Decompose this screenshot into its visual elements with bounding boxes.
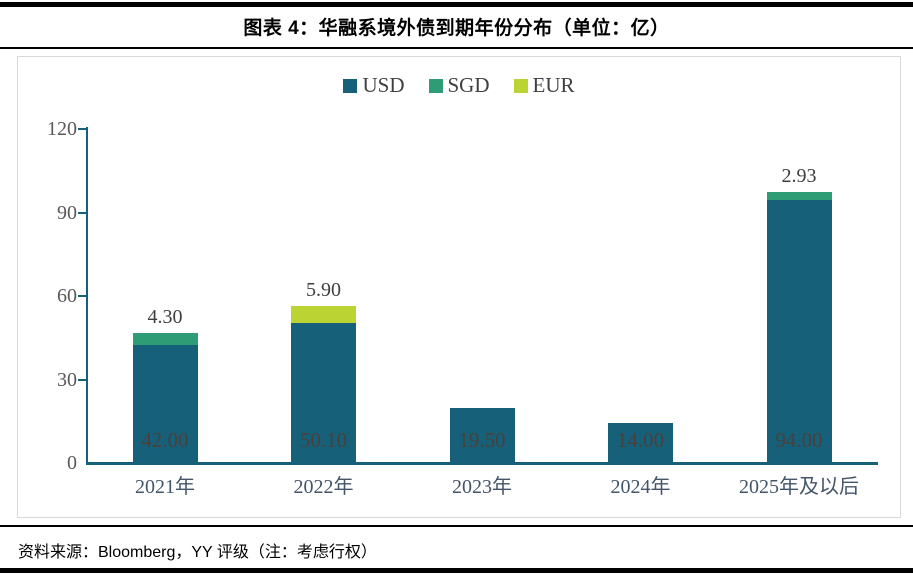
bar-segment-usd bbox=[766, 200, 832, 462]
source-note: 资料来源：Bloomberg，YY 评级（注：考虑行权） bbox=[18, 544, 377, 561]
bottom-rule bbox=[0, 568, 913, 573]
chart-title: 图表 4：华融系境外债到期年份分布（单位：亿） bbox=[243, 18, 670, 39]
x-category-label: 2023年 bbox=[452, 476, 512, 498]
bar-segment-usd bbox=[449, 407, 515, 462]
y-tick-label: 60 bbox=[57, 285, 77, 307]
x-category-label: 2021年 bbox=[135, 476, 195, 498]
x-category-label: 2022年 bbox=[293, 476, 354, 498]
bar-label-above: 2.93 bbox=[781, 165, 817, 188]
bar-label-inside: 50.10 bbox=[299, 428, 348, 452]
legend-swatch-sgd bbox=[428, 78, 443, 93]
legend-item-usd: USD bbox=[343, 73, 405, 98]
bar-label-inside: 19.50 bbox=[458, 428, 506, 452]
legend-item-sgd: SGD bbox=[428, 73, 490, 98]
x-category-label: 2024年 bbox=[610, 476, 671, 498]
bar-label-above: 4.30 bbox=[147, 306, 183, 329]
y-tick-mark bbox=[78, 128, 86, 130]
bar-label-inside: 94.00 bbox=[775, 428, 823, 452]
chart-legend: USD SGD EUR bbox=[18, 73, 900, 98]
bar-label-above: 5.90 bbox=[306, 279, 341, 302]
y-tick-mark bbox=[78, 295, 86, 297]
legend-label: EUR bbox=[532, 73, 575, 97]
bar-segment-sgd bbox=[132, 333, 198, 346]
y-tick-label: 30 bbox=[57, 368, 77, 391]
bar-segment-usd bbox=[291, 322, 356, 462]
title-underline-rule bbox=[0, 47, 913, 49]
legend-label: USD bbox=[362, 73, 405, 97]
bar-segment-eur bbox=[291, 306, 356, 323]
y-tick-label: 0 bbox=[67, 452, 77, 474]
legend-swatch-eur bbox=[513, 78, 528, 93]
x-axis-line bbox=[86, 462, 878, 465]
y-tick-label: 90 bbox=[57, 201, 77, 224]
source-divider-rule bbox=[0, 525, 913, 527]
legend-item-eur: EUR bbox=[513, 73, 575, 98]
bar-label-inside: 42.00 bbox=[141, 428, 189, 452]
bar-segment-sgd bbox=[766, 192, 832, 201]
chart-panel: USD SGD EUR 0 30 60 90 120 4.30 42.00 2021年 5.90 50… bbox=[17, 56, 901, 518]
legend-label: SGD bbox=[447, 73, 490, 97]
plot-area: 0 30 60 90 120 4.30 42.00 2021年 5.90 50.10 2022年 19… bbox=[18, 57, 900, 517]
bar-label-inside: 14.00 bbox=[616, 428, 665, 452]
y-tick-mark bbox=[78, 211, 86, 214]
top-rule bbox=[0, 2, 913, 7]
y-tick-label: 120 bbox=[47, 118, 77, 140]
y-tick-mark bbox=[78, 378, 86, 381]
y-axis-line bbox=[86, 127, 88, 465]
legend-swatch-usd bbox=[343, 78, 358, 93]
bar-segment-usd bbox=[608, 423, 673, 462]
bar-segment-usd bbox=[132, 345, 198, 462]
x-category-label: 2025年及以后 bbox=[739, 476, 859, 498]
